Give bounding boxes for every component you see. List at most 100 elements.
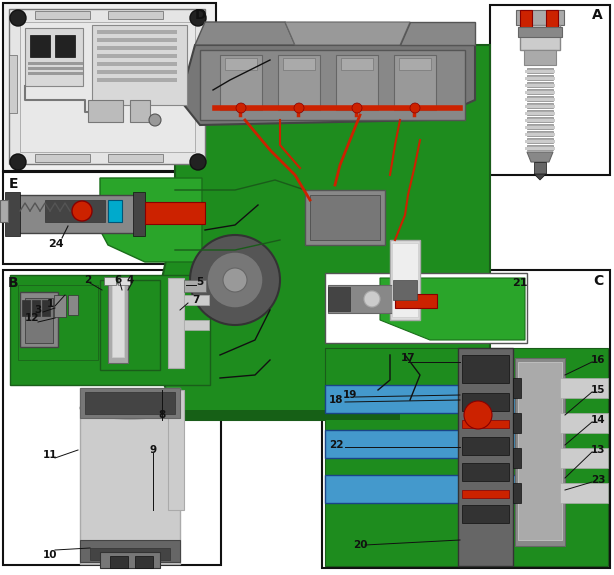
- Polygon shape: [195, 22, 295, 45]
- Circle shape: [149, 114, 161, 126]
- Text: C: C: [593, 274, 603, 288]
- Bar: [462, 437, 509, 455]
- Bar: [524, 50, 556, 65]
- Text: 3: 3: [34, 305, 42, 315]
- Bar: [527, 145, 553, 150]
- Text: 12: 12: [25, 313, 39, 323]
- Text: 14: 14: [591, 415, 605, 425]
- Bar: [560, 483, 608, 503]
- Bar: [490, 5, 610, 175]
- Bar: [8, 195, 138, 233]
- Bar: [513, 413, 521, 433]
- Bar: [399, 58, 431, 70]
- Bar: [527, 96, 553, 101]
- Circle shape: [464, 401, 492, 429]
- Bar: [5, 192, 20, 236]
- Bar: [97, 62, 177, 66]
- Bar: [525, 119, 555, 122]
- Text: 16: 16: [591, 355, 605, 365]
- Bar: [145, 202, 205, 224]
- Bar: [534, 162, 546, 174]
- Bar: [462, 490, 509, 498]
- Bar: [110, 556, 128, 568]
- Text: D: D: [195, 8, 206, 22]
- Text: A: A: [593, 8, 603, 22]
- Bar: [278, 55, 320, 110]
- Text: 18: 18: [328, 395, 343, 405]
- Bar: [392, 243, 418, 317]
- Bar: [336, 55, 378, 110]
- Bar: [462, 505, 509, 523]
- Bar: [207, 82, 215, 100]
- Bar: [516, 10, 564, 25]
- Text: 10: 10: [43, 550, 57, 560]
- Text: 2: 2: [84, 275, 91, 285]
- Bar: [200, 50, 465, 120]
- Circle shape: [10, 10, 26, 26]
- Text: 5: 5: [196, 277, 204, 287]
- Bar: [283, 58, 315, 70]
- Bar: [560, 448, 608, 468]
- Bar: [525, 133, 555, 136]
- Circle shape: [236, 103, 246, 113]
- Bar: [513, 448, 521, 468]
- Bar: [527, 117, 553, 122]
- Bar: [322, 270, 610, 568]
- Bar: [28, 62, 83, 65]
- Text: 20: 20: [353, 540, 367, 550]
- Bar: [560, 413, 608, 433]
- Bar: [22, 300, 30, 316]
- Bar: [325, 348, 608, 566]
- Bar: [104, 277, 116, 285]
- Bar: [68, 295, 78, 315]
- Bar: [108, 200, 122, 222]
- Bar: [3, 3, 216, 171]
- Bar: [32, 300, 40, 316]
- Bar: [133, 192, 145, 236]
- Polygon shape: [380, 278, 525, 340]
- Circle shape: [364, 291, 380, 307]
- Bar: [112, 285, 124, 357]
- Polygon shape: [155, 45, 490, 420]
- Bar: [462, 355, 509, 383]
- Bar: [54, 295, 66, 317]
- Bar: [184, 280, 206, 292]
- Bar: [0, 200, 8, 222]
- Bar: [97, 30, 177, 34]
- Bar: [97, 54, 177, 58]
- Bar: [393, 280, 417, 300]
- Bar: [97, 46, 177, 50]
- Bar: [527, 89, 553, 94]
- Bar: [118, 277, 130, 285]
- Bar: [10, 275, 210, 385]
- Bar: [97, 38, 177, 42]
- Bar: [527, 103, 553, 108]
- Bar: [341, 58, 373, 70]
- Bar: [515, 358, 565, 546]
- Bar: [527, 75, 553, 80]
- Bar: [42, 300, 50, 316]
- Polygon shape: [180, 45, 475, 125]
- Bar: [25, 28, 83, 86]
- Bar: [462, 393, 509, 411]
- Bar: [520, 25, 560, 50]
- Bar: [97, 78, 177, 82]
- Circle shape: [223, 268, 247, 292]
- Bar: [462, 420, 509, 428]
- Bar: [394, 55, 436, 110]
- Bar: [168, 278, 184, 368]
- Text: 9: 9: [149, 445, 157, 455]
- Bar: [525, 140, 555, 143]
- Circle shape: [72, 201, 92, 221]
- Ellipse shape: [80, 397, 180, 419]
- Text: 8: 8: [158, 410, 166, 420]
- Polygon shape: [285, 22, 410, 45]
- Bar: [513, 483, 521, 503]
- Text: 21: 21: [512, 278, 528, 288]
- Text: 11: 11: [43, 450, 57, 460]
- Bar: [525, 70, 555, 73]
- Bar: [80, 388, 180, 564]
- Bar: [108, 283, 128, 363]
- Polygon shape: [527, 152, 553, 162]
- Circle shape: [190, 154, 206, 170]
